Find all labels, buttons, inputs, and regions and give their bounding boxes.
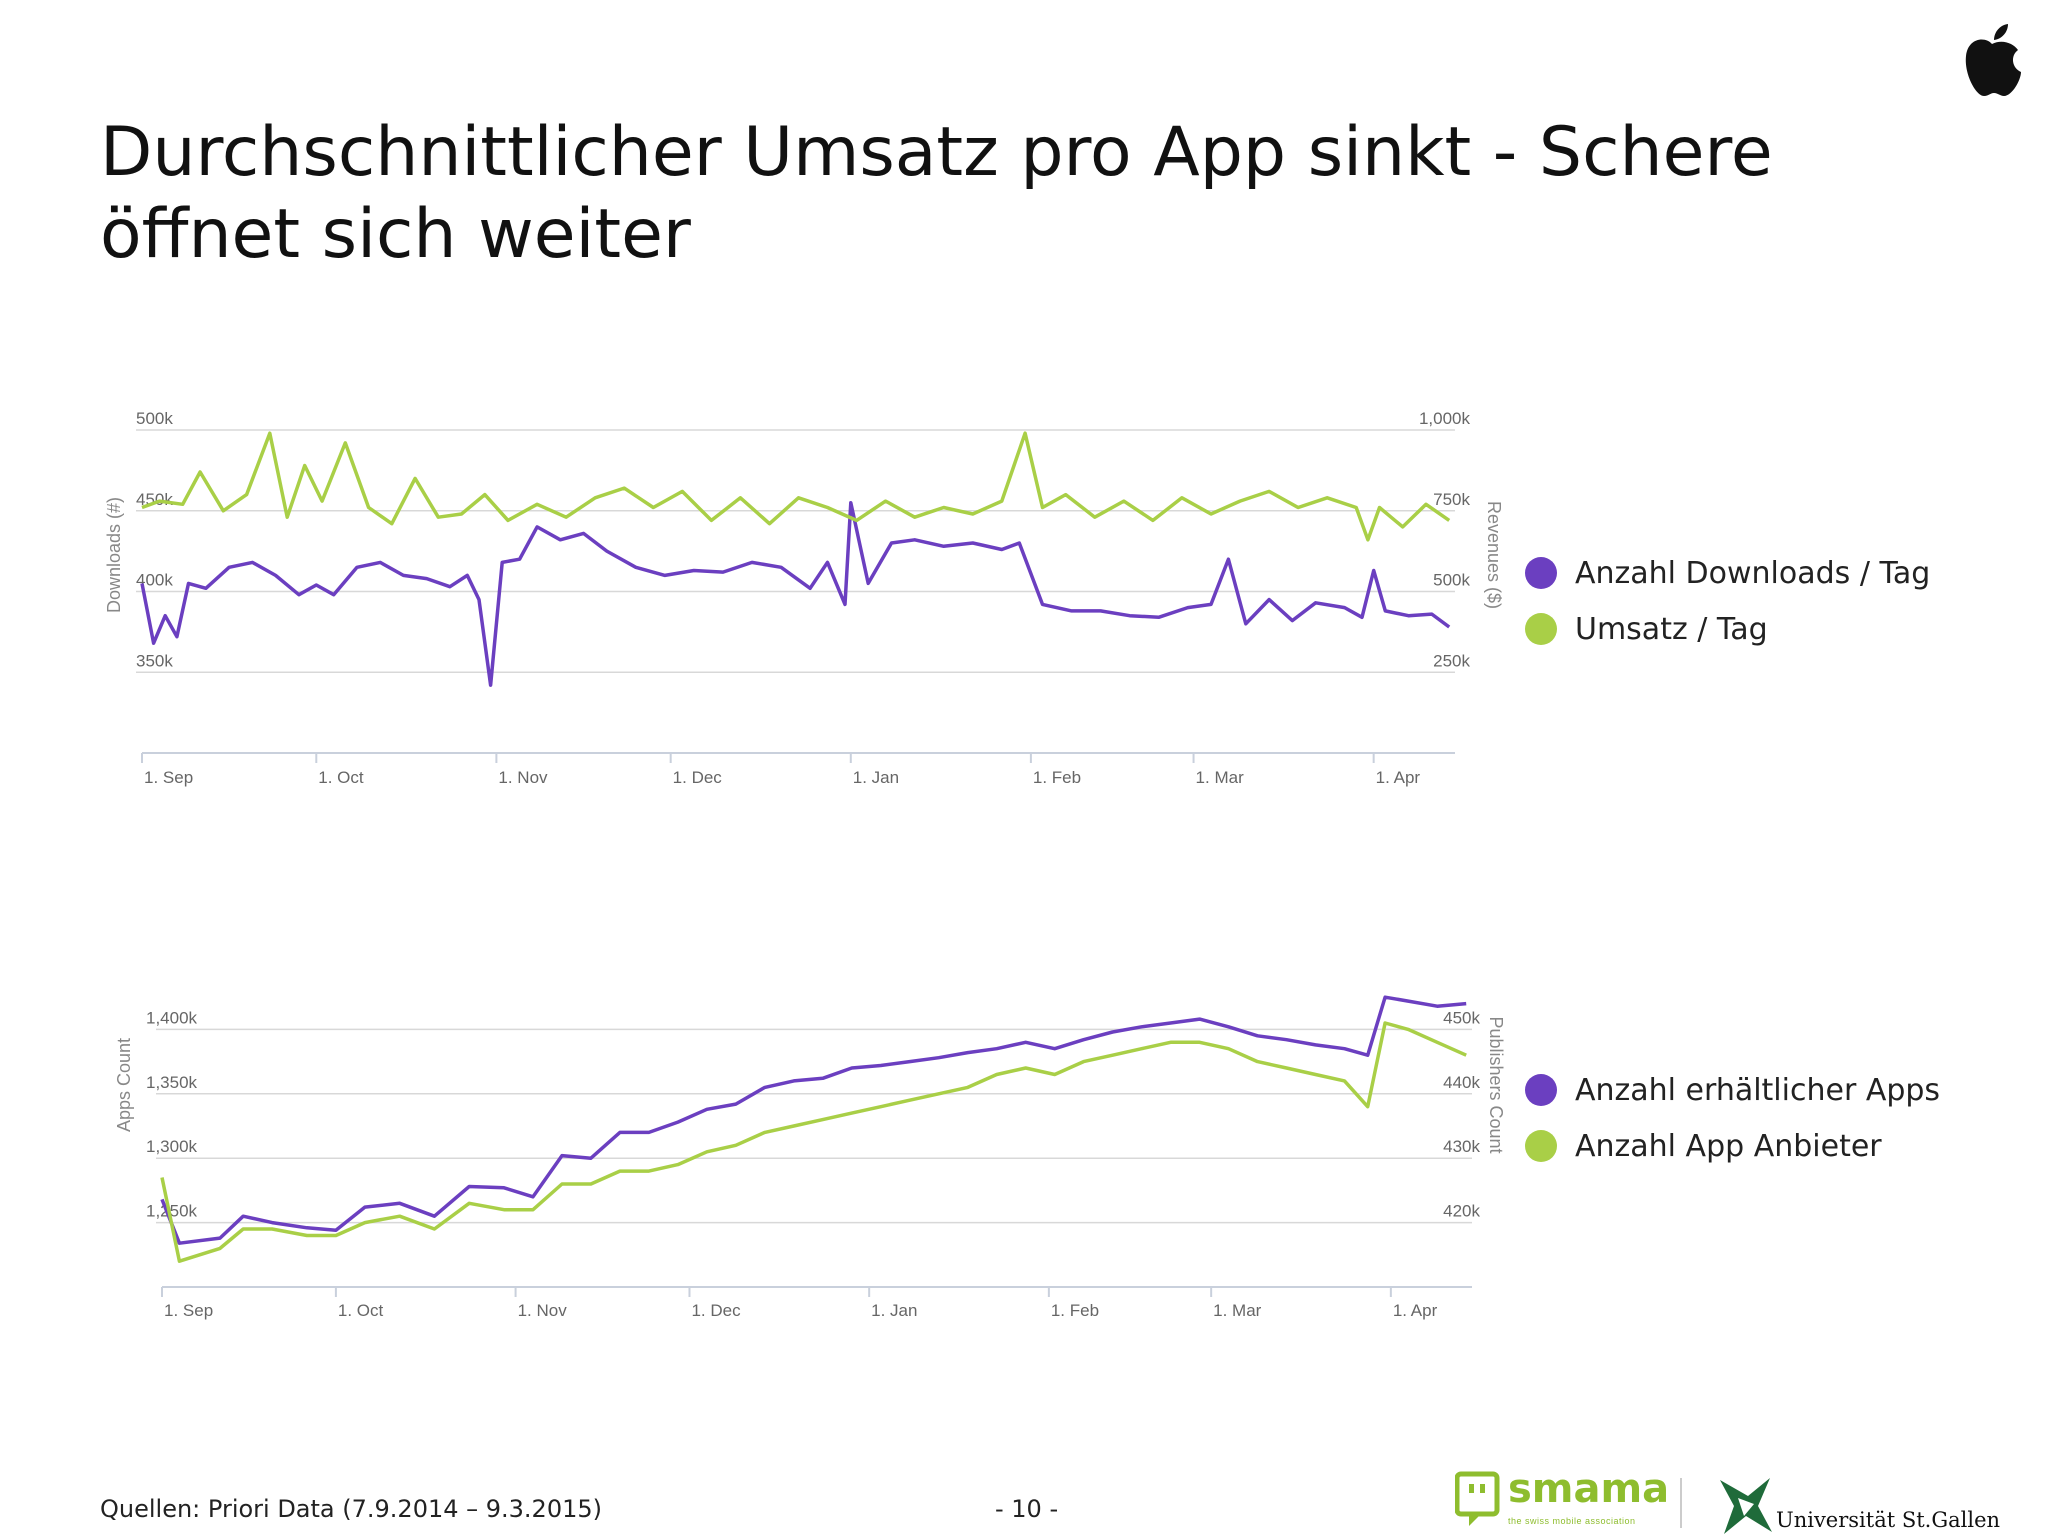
y2-tick-label: 430k	[1443, 1137, 1480, 1156]
x-tick-label: 1. Apr	[1376, 768, 1421, 787]
chart2-right-axis-label: Publishers Count	[1486, 1016, 1506, 1153]
x-tick-label: 1. Jan	[871, 1301, 917, 1320]
legend-item-publishers: Anzahl App Anbieter	[1525, 1118, 1940, 1174]
series-line-green	[141, 431, 1451, 542]
y-tick-label: 1,400k	[146, 1008, 198, 1027]
y-tick-label: 500k	[136, 409, 173, 428]
legend-top: Anzahl Downloads / Tag Umsatz / Tag	[1525, 545, 1930, 657]
apple-logo-icon	[1965, 24, 2021, 96]
chart-apps-publishers: 1,250k 1,300k 1,350k 1,400k 420k 430k 440k 450k…	[114, 995, 1506, 1320]
x-tick-label: 1. Sep	[164, 1301, 213, 1320]
footer-source: Quellen: Priori Data (7.9.2014 – 9.3.201…	[100, 1495, 602, 1523]
series-line-purple	[140, 500, 1451, 687]
chart1-right-axis-label: Revenues ($)	[1484, 501, 1504, 609]
page-number: - 10 -	[995, 1495, 1059, 1523]
legend-dot-downloads	[1525, 557, 1557, 589]
x-tick-label: 1. Nov	[518, 1301, 568, 1320]
unisg-logo-icon	[1720, 1478, 1772, 1534]
y2-tick-label: 750k	[1433, 490, 1470, 509]
y2-tick-label: 420k	[1443, 1202, 1480, 1221]
x-tick-label: 1. Dec	[691, 1301, 741, 1320]
x-tick-label: 1. Mar	[1213, 1301, 1262, 1320]
legend-item-apps: Anzahl erhältlicher Apps	[1525, 1062, 1940, 1118]
y-tick-label: 1,300k	[146, 1137, 198, 1156]
logo-divider	[1680, 1478, 1682, 1528]
x-tick-label: 1. Feb	[1033, 768, 1081, 787]
x-tick-label: 1. Oct	[338, 1301, 384, 1320]
chart2-left-axis-label: Apps Count	[114, 1038, 134, 1132]
page-title: Durchschnittlicher Umsatz pro App sinkt …	[100, 113, 1773, 274]
x-tick-label: 1. Dec	[673, 768, 723, 787]
unisg-wordmark: Universität St.Gallen	[1776, 1508, 2001, 1532]
legend-dot-revenue	[1525, 613, 1557, 645]
smama-tagline: the swiss mobile association	[1508, 1516, 1636, 1526]
x-tick-label: 1. Mar	[1196, 768, 1245, 787]
legend-dot-apps	[1525, 1074, 1557, 1106]
smama-wordmark: smama	[1508, 1466, 1670, 1512]
legend-item-downloads: Anzahl Downloads / Tag	[1525, 545, 1930, 601]
x-tick-label: 1. Oct	[318, 768, 364, 787]
x-tick-label: 1. Feb	[1051, 1301, 1099, 1320]
smama-logo-icon	[1455, 1471, 1500, 1526]
y-tick-label: 1,250k	[146, 1202, 198, 1221]
legend-dot-publishers	[1525, 1130, 1557, 1162]
y2-tick-label: 500k	[1433, 571, 1470, 590]
series-line-purple	[160, 995, 1467, 1245]
x-tick-label: 1. Apr	[1393, 1301, 1438, 1320]
x-tick-label: 1. Jan	[853, 768, 899, 787]
legend-label-revenue: Umsatz / Tag	[1575, 611, 1768, 647]
y-tick-label: 350k	[136, 651, 173, 670]
x-tick-label: 1. Nov	[498, 768, 548, 787]
legend-label-downloads: Anzahl Downloads / Tag	[1575, 555, 1931, 591]
legend-label-apps: Anzahl erhältlicher Apps	[1575, 1072, 1941, 1108]
x-tick-label: 1. Sep	[144, 768, 193, 787]
series-line-green	[160, 1021, 1467, 1263]
y2-tick-label: 450k	[1443, 1008, 1480, 1027]
y2-tick-label: 1,000k	[1419, 409, 1471, 428]
y-tick-label: 450k	[136, 490, 173, 509]
legend-label-publishers: Anzahl App Anbieter	[1575, 1128, 1882, 1164]
chart1-left-axis-label: Downloads (#)	[104, 497, 124, 613]
legend-bottom: Anzahl erhältlicher Apps Anzahl App Anbi…	[1525, 1062, 1940, 1174]
y2-tick-label: 440k	[1443, 1073, 1480, 1092]
y2-tick-label: 250k	[1433, 651, 1470, 670]
chart-downloads-revenue: 350k 400k 450k 500k 250k 500k 750k 1,000k 1. Sep…	[104, 409, 1504, 787]
y-tick-label: 400k	[136, 571, 173, 590]
legend-item-revenue: Umsatz / Tag	[1525, 601, 1930, 657]
y-tick-label: 1,350k	[146, 1073, 198, 1092]
